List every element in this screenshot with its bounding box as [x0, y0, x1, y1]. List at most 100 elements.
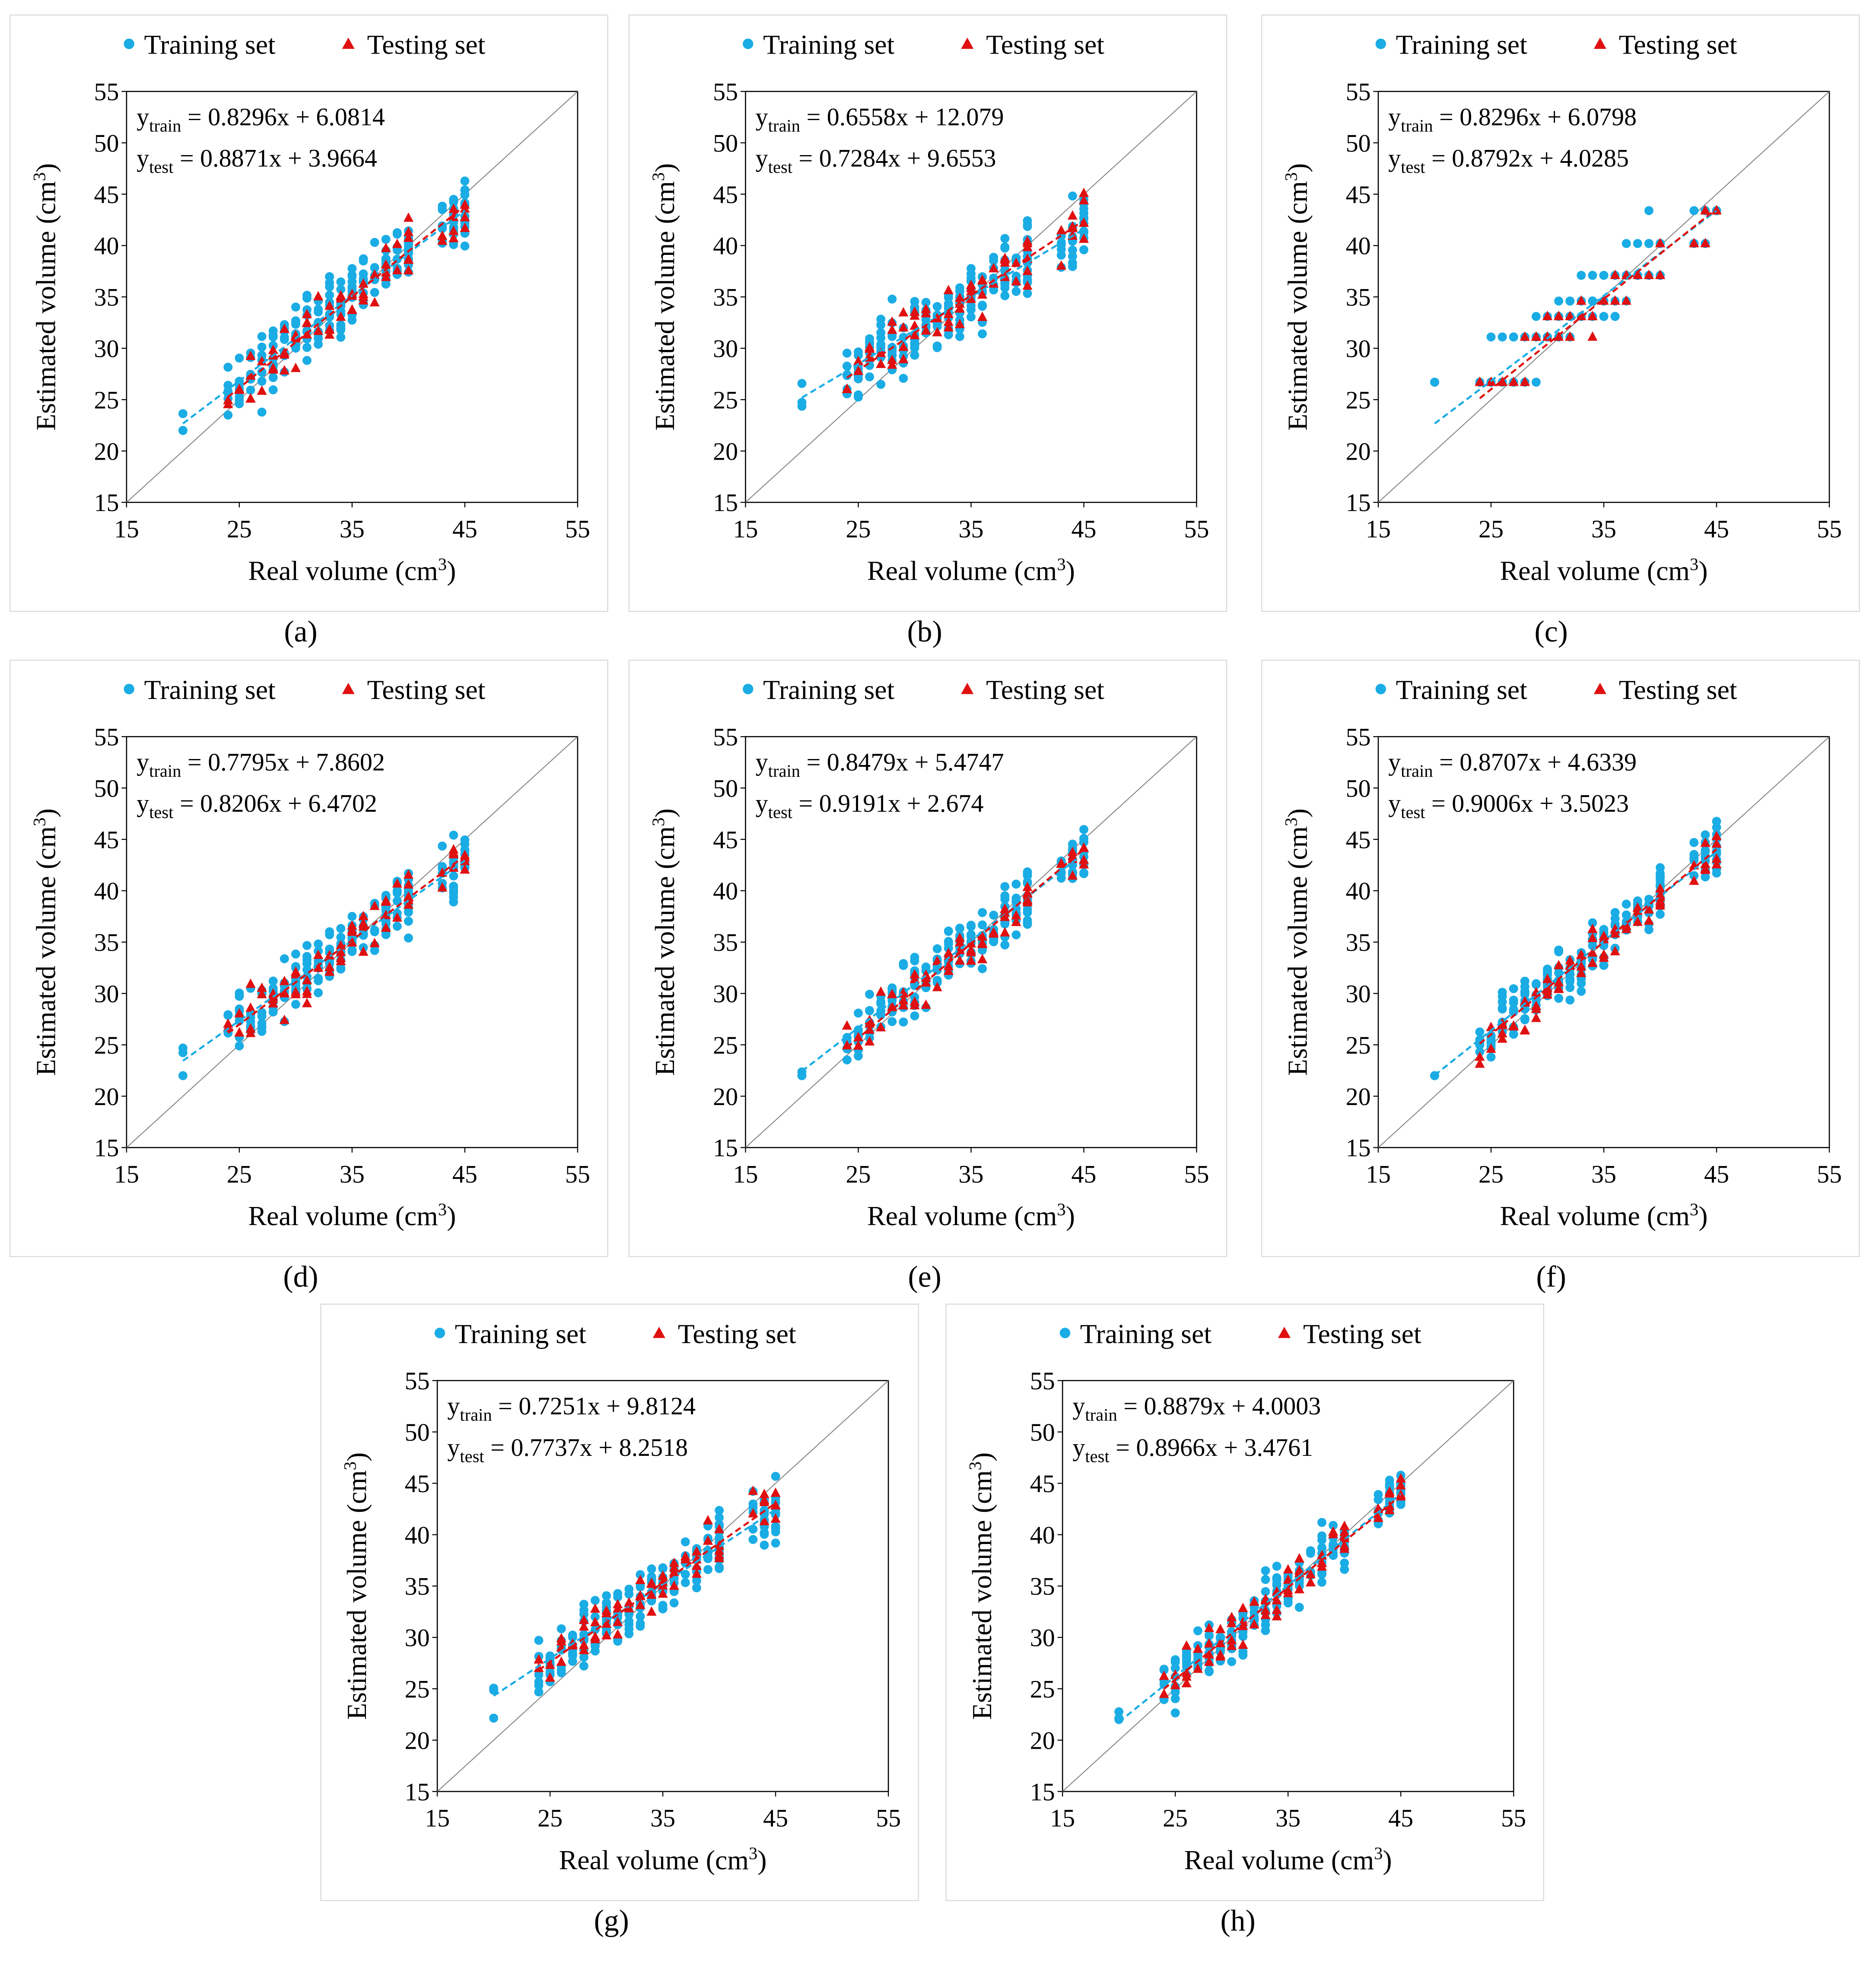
y-tick-label: 35 — [94, 283, 119, 311]
train-equation: ytrain = 0.8707x + 4.6339 — [1388, 748, 1637, 781]
y-tick-label: 25 — [405, 1675, 430, 1703]
x-tick-label: 55 — [565, 515, 590, 543]
testing-point — [1711, 859, 1722, 869]
testing-point — [1249, 1619, 1259, 1629]
training-point — [449, 830, 458, 840]
legend-test-marker — [652, 1327, 665, 1338]
training-point — [347, 264, 357, 273]
testing-point — [369, 297, 380, 307]
x-tick-label: 15 — [1050, 1804, 1075, 1832]
training-point — [336, 924, 346, 933]
testing-point — [943, 308, 954, 318]
training-point — [715, 1506, 724, 1515]
training-point — [624, 1617, 634, 1626]
x-tick-label: 15 — [733, 1160, 758, 1188]
testing-point — [556, 1636, 566, 1645]
testing-point — [381, 267, 391, 276]
training-point — [887, 984, 897, 993]
y-tick-label: 15 — [94, 489, 119, 517]
legend-test-label: Testing set — [986, 674, 1104, 705]
y-axis-label: Estimated volume (cm3) — [29, 808, 61, 1076]
training-point — [1520, 1014, 1529, 1023]
testing-point — [392, 265, 402, 274]
testing-point — [579, 1621, 589, 1631]
testing-point — [1011, 276, 1021, 286]
test-equation: ytest = 0.8206x + 6.4702 — [137, 789, 377, 822]
training-point — [842, 371, 852, 380]
train-trend-line — [182, 860, 466, 1062]
testing-point — [1067, 870, 1078, 880]
y-axis-label: Estimated volume (cm3) — [649, 808, 680, 1076]
testing-point — [1238, 1602, 1248, 1612]
testing-point — [1689, 875, 1699, 885]
testing-point — [1520, 376, 1530, 386]
training-point — [1633, 239, 1642, 248]
training-point — [1068, 191, 1077, 201]
training-point — [1430, 378, 1439, 387]
training-point — [1294, 1603, 1304, 1612]
testing-point — [1227, 1612, 1237, 1621]
y-tick-label: 25 — [1346, 1031, 1371, 1059]
testing-point — [977, 931, 988, 941]
training-point — [534, 1677, 544, 1687]
testing-point — [635, 1575, 645, 1584]
testing-point — [1700, 863, 1711, 873]
y-axis-label: Estimated volume (cm3) — [649, 163, 680, 431]
testing-point — [381, 922, 391, 932]
training-point — [568, 1633, 577, 1642]
testing-point — [1711, 838, 1722, 848]
training-point — [534, 1687, 544, 1697]
training-point — [257, 1008, 267, 1017]
training-point — [1114, 1707, 1124, 1716]
training-point — [658, 1603, 668, 1613]
testing-point — [336, 290, 346, 300]
training-point — [876, 380, 886, 389]
y-tick-label: 45 — [713, 826, 738, 854]
testing-point — [1283, 1588, 1293, 1598]
training-point — [771, 1472, 780, 1481]
y-tick-label: 25 — [713, 1031, 738, 1059]
testing-point — [865, 1036, 875, 1046]
testing-point — [302, 318, 312, 327]
y-axis-label: Estimated volume (cm3) — [340, 1452, 372, 1720]
testing-point — [1215, 1623, 1226, 1633]
training-point — [325, 930, 334, 940]
y-tick-label: 35 — [405, 1572, 430, 1601]
training-point — [669, 1598, 679, 1607]
testing-point — [1316, 1561, 1327, 1571]
testing-point — [943, 951, 954, 961]
training-point — [1079, 209, 1088, 218]
training-point — [449, 858, 458, 867]
testing-point — [714, 1540, 725, 1550]
y-tick-label: 50 — [94, 129, 119, 157]
training-point — [1068, 245, 1077, 255]
testing-point — [680, 1551, 690, 1561]
x-tick-label: 55 — [1817, 1160, 1842, 1188]
training-point — [1520, 987, 1529, 996]
x-axis-label: Real volume (cm3) — [867, 1200, 1075, 1231]
training-point — [1205, 1666, 1214, 1675]
y-tick-label: 40 — [713, 232, 738, 260]
testing-point — [290, 362, 301, 372]
training-point — [178, 1071, 188, 1080]
testing-point — [302, 997, 312, 1007]
panel-h: 15 20 25 30 35 40 45 50 55 15 25 35 45 55 Real volume … — [945, 1303, 1544, 1938]
testing-point — [1204, 1649, 1215, 1659]
x-tick-label: 35 — [340, 515, 365, 543]
testing-point — [1599, 952, 1609, 962]
testing-point — [1204, 1623, 1215, 1632]
y-axis-label: Estimated volume (cm3) — [966, 1452, 997, 1720]
testing-point — [223, 1018, 233, 1028]
legend-train-marker — [743, 683, 754, 695]
x-tick-label: 25 — [1163, 1804, 1188, 1832]
training-point — [336, 285, 346, 294]
testing-point — [1700, 205, 1711, 215]
legend-train-label: Training set — [1396, 29, 1528, 60]
training-point — [336, 277, 346, 286]
testing-point — [279, 349, 289, 359]
testing-point — [1078, 233, 1089, 243]
test-trend-line — [1163, 1494, 1402, 1690]
testing-point — [257, 988, 267, 998]
training-point — [1114, 1715, 1124, 1724]
